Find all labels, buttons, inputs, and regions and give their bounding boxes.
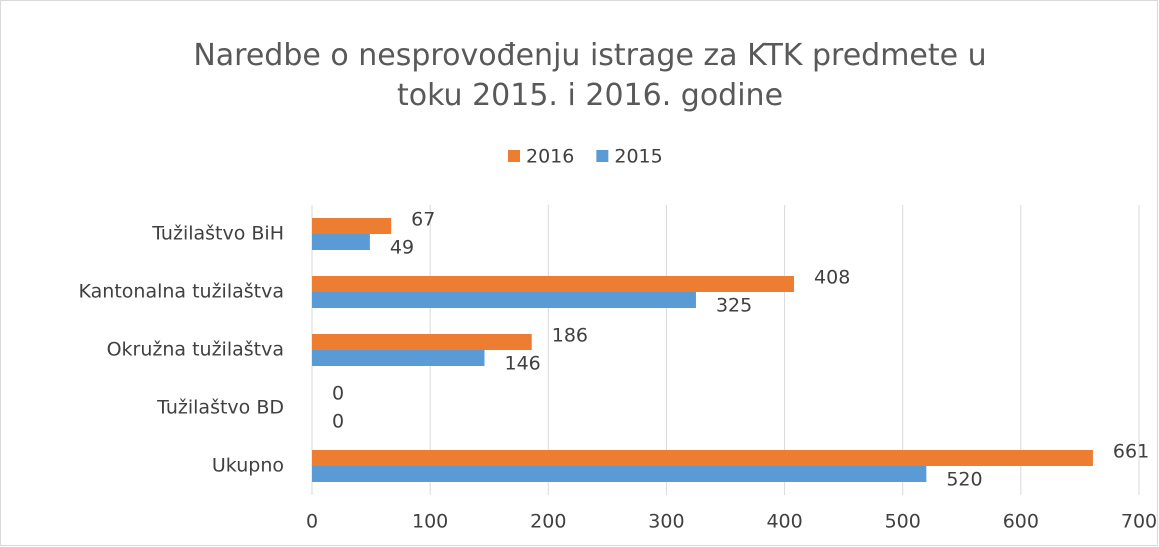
data-label: 325 (716, 295, 752, 317)
data-label: 408 (814, 267, 850, 289)
bar (312, 276, 795, 292)
data-label: 146 (504, 353, 540, 375)
bar (312, 450, 1093, 466)
x-tick-label: 100 (412, 511, 448, 533)
data-label: 49 (390, 237, 414, 259)
legend-swatch (508, 150, 520, 162)
y-tick-label: Tužilaštvo BiH (151, 223, 284, 245)
y-tick-label: Tužilaštvo BD (156, 397, 284, 419)
x-tick-label: 600 (1003, 511, 1039, 533)
bar (312, 466, 927, 482)
x-tick-label: 500 (885, 511, 921, 533)
legend-swatch (596, 150, 609, 162)
y-tick-label: Kantonalna tužilaštva (79, 281, 284, 303)
data-label: 661 (1113, 441, 1149, 463)
data-label: 0 (332, 411, 344, 433)
legend-label: 2015 (614, 146, 662, 168)
x-tick-label: 700 (1121, 511, 1157, 533)
data-label: 186 (552, 325, 588, 347)
x-tick-label: 200 (530, 511, 566, 533)
legend-label: 2016 (526, 146, 574, 168)
y-tick-label: Ukupno (212, 455, 284, 477)
bar (312, 218, 392, 234)
bar (312, 334, 532, 350)
x-tick-label: 0 (306, 511, 318, 533)
data-label: 520 (946, 469, 982, 491)
data-label: 0 (332, 383, 344, 405)
data-label: 67 (411, 209, 435, 231)
bar (312, 234, 370, 250)
x-tick-label: 300 (648, 511, 684, 533)
y-tick-label: Okružna tužilaštva (107, 339, 284, 361)
x-tick-label: 400 (766, 511, 802, 533)
chart-title: Naredbe o nesprovođenju istrage za KTK p… (193, 38, 987, 113)
bar (312, 350, 485, 366)
bar (312, 292, 696, 308)
